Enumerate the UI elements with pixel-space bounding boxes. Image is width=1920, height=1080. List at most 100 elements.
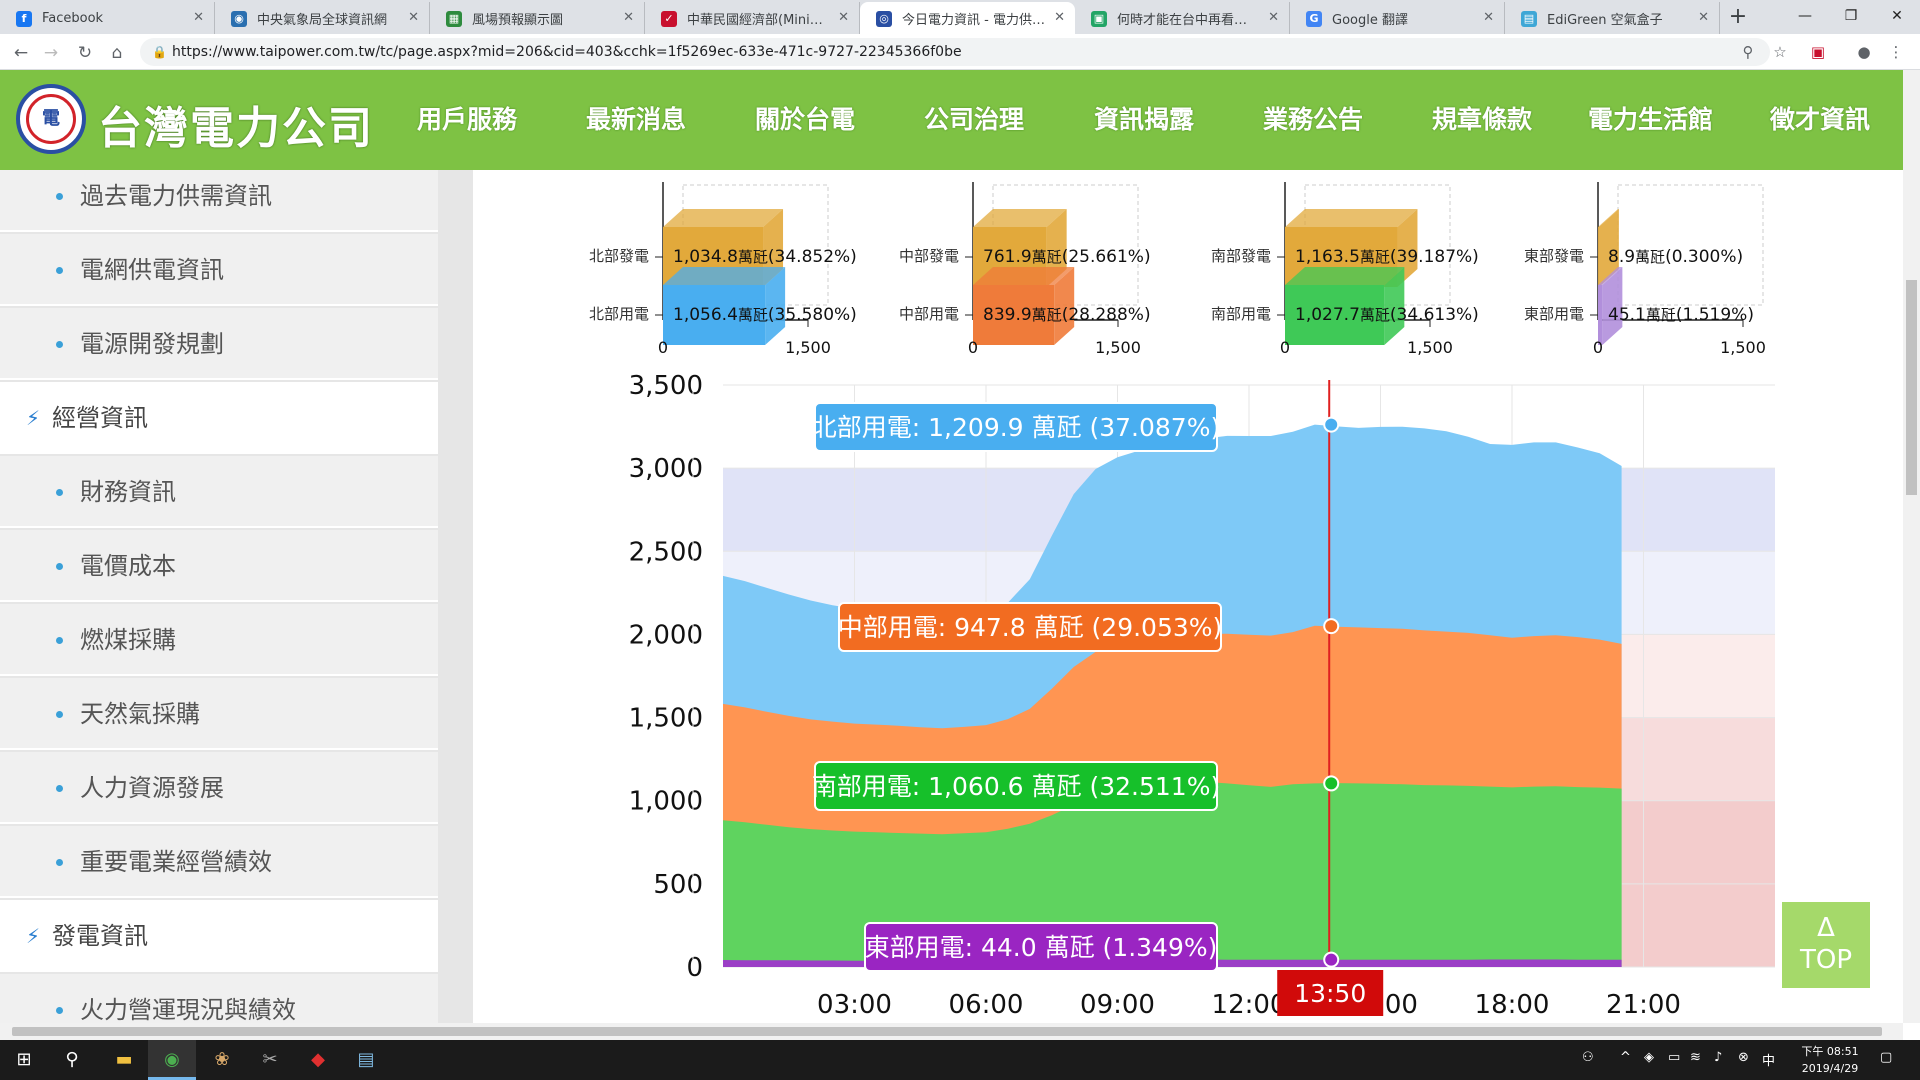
nav-item[interactable]: 業務公告: [1263, 105, 1364, 134]
bar-side: [1384, 267, 1405, 345]
nav-item[interactable]: 電力生活館: [1588, 105, 1714, 134]
nav-item[interactable]: 公司治理: [924, 105, 1025, 134]
sheet-icon: ▣: [1091, 11, 1107, 27]
bar-unit: 萬瓩: [738, 248, 768, 266]
browser-tab[interactable]: ◉ 中央氣象局全球資訊網 ✕: [215, 2, 430, 34]
browser-tab[interactable]: ▤ EdiGreen 空氣盒子 ✕: [1505, 2, 1720, 34]
app-icon-snipping[interactable]: ✂: [262, 1049, 278, 1070]
browser-tab[interactable]: ▦ 風場預報顯示圖 ✕: [430, 2, 645, 34]
browser-tab[interactable]: G Google 翻譯 ✕: [1290, 2, 1505, 34]
bar-tick-label: 1,500: [785, 338, 831, 357]
horizontal-scrollbar[interactable]: [0, 1023, 1903, 1040]
people-icon[interactable]: ⚇: [1582, 1050, 1594, 1065]
bar-value: 1,163.5: [1295, 247, 1360, 267]
nav-item[interactable]: 最新消息: [586, 105, 687, 134]
menu-icon[interactable]: ⋮: [1888, 43, 1904, 61]
horizontal-scroll-thumb[interactable]: [12, 1027, 1882, 1036]
cursor-time-box: [1277, 970, 1384, 1016]
sidebar-item[interactable]: 人力資源發展: [0, 752, 438, 824]
windows-start-icon[interactable]: ⊞: [16, 1049, 32, 1070]
nav-item[interactable]: 規章條款: [1432, 105, 1533, 134]
nav-item[interactable]: 用戶服務: [417, 105, 518, 134]
tray-x-icon[interactable]: ⊗: [1738, 1050, 1749, 1065]
tooltip-label: 中部用電: 947.8 萬瓩 (29.053%): [838, 613, 1223, 642]
browser-tab[interactable]: f Facebook ✕: [0, 2, 215, 34]
nav-item[interactable]: 資訊揭露: [1094, 105, 1195, 134]
reload-icon[interactable]: ↻: [77, 43, 93, 63]
zoom-icon[interactable]: ⚲: [1742, 43, 1754, 61]
tooltip-box: [814, 402, 1218, 452]
tray-shield-icon[interactable]: ◈: [1644, 1050, 1654, 1065]
sidebar-item[interactable]: 燃煤採購: [0, 604, 438, 676]
profile-icon[interactable]: ●: [1857, 43, 1871, 61]
sidebar-group[interactable]: ⚡ 發電資訊: [0, 900, 438, 972]
sidebar-item[interactable]: 財務資訊: [0, 456, 438, 528]
bar-category-label: 北部用電: [589, 305, 649, 323]
region-bar-group: 中部發電 761.9萬瓩(25.661%)中部用電 839.9萬瓩(28.288%)…: [899, 182, 1151, 357]
sidebar-item-label: 重要電業經營績效: [80, 848, 272, 876]
bar-percent: (39.187%): [1390, 247, 1479, 267]
app-icon-bunny[interactable]: ❀: [214, 1049, 230, 1070]
browser-tab[interactable]: ▣ 何時才能在台中再看到這樣 ✕: [1075, 2, 1290, 34]
back-icon[interactable]: ←: [13, 43, 29, 63]
clock[interactable]: 下午 08:51 2019/4/29: [1790, 1043, 1870, 1077]
ime-icon[interactable]: 中: [1762, 1054, 1776, 1069]
app-icon-red[interactable]: ◆: [311, 1049, 325, 1070]
minimize-button[interactable]: —: [1798, 8, 1812, 24]
sidebar-item[interactable]: 電價成本: [0, 530, 438, 602]
sidebar-item[interactable]: 電網供電資訊: [0, 234, 438, 306]
vertical-scrollbar[interactable]: [1903, 70, 1920, 1023]
vertical-scroll-thumb[interactable]: [1906, 280, 1917, 495]
tray-volume-icon[interactable]: ♪: [1714, 1050, 1723, 1065]
bar-data-label: 761.9萬瓩(25.661%): [983, 247, 1151, 267]
bar-tick-label: 0: [1593, 338, 1603, 357]
nav-item[interactable]: 徵才資訊: [1770, 105, 1871, 134]
tray-network-icon[interactable]: ▭: [1668, 1050, 1681, 1065]
new-tab-button[interactable]: +: [1728, 4, 1748, 29]
bar-tick-label: 1,500: [1407, 338, 1453, 357]
tray-wifi-icon[interactable]: ≋: [1690, 1050, 1701, 1065]
taipower-logo[interactable]: 電: [16, 84, 86, 154]
tab-close-icon[interactable]: ✕: [1268, 10, 1279, 25]
tab-close-icon[interactable]: ✕: [193, 10, 204, 25]
sidebar-group[interactable]: ⚡ 經營資訊: [0, 382, 438, 454]
tab-close-icon[interactable]: ✕: [1483, 10, 1494, 25]
tab-close-icon[interactable]: ✕: [1054, 10, 1065, 25]
close-window-button[interactable]: ✕: [1891, 8, 1903, 24]
sidebar-item[interactable]: 過去電力供需資訊: [0, 170, 438, 232]
tab-close-icon[interactable]: ✕: [623, 10, 634, 25]
search-icon[interactable]: ⚲: [65, 1049, 79, 1070]
sidebar-item[interactable]: 火力營運現況與績效: [0, 974, 438, 1023]
tab-close-icon[interactable]: ✕: [838, 10, 849, 25]
back-to-top-button[interactable]: Δ TOP: [1782, 902, 1870, 988]
sidebar-item[interactable]: 天然氣採購: [0, 678, 438, 750]
home-icon[interactable]: ⌂: [111, 43, 123, 63]
sidebar-item[interactable]: 重要電業經營績效: [0, 826, 438, 898]
tooltip-label: 東部用電: 44.0 萬瓩 (1.349%): [865, 933, 1218, 962]
bar-unit: 萬瓩: [1360, 248, 1390, 266]
clock-time: 下午 08:51: [1801, 1045, 1859, 1058]
address-bar[interactable]: 🔒 https://www.taipower.com.tw/tc/page.as…: [140, 38, 1770, 66]
bookmark-star-icon[interactable]: ☆: [1773, 43, 1787, 61]
file-explorer-icon[interactable]: ▬: [115, 1049, 133, 1070]
nav-item[interactable]: 關於台電: [755, 105, 856, 134]
browser-tab-strip: f Facebook ✕ ◉ 中央氣象局全球資訊網 ✕ ▦ 風場預報顯示圖 ✕ ✓ 中華民國經濟部(…: [0, 0, 1920, 34]
bar-percent: (25.661%): [1062, 247, 1151, 267]
maximize-button[interactable]: ❐: [1844, 8, 1858, 24]
logo-mark: 電: [26, 94, 76, 144]
notification-icon[interactable]: ▢: [1880, 1050, 1893, 1065]
bar-percent: (0.300%): [1665, 247, 1743, 267]
sidebar-item[interactable]: 電源開發規劃: [0, 308, 438, 380]
tray-chevron-icon[interactable]: ^: [1620, 1050, 1631, 1065]
browser-tab[interactable]: ◎ 今日電力資訊 - 電力供需資 ✕: [860, 2, 1075, 34]
browser-tab[interactable]: ✓ 中華民國經濟部(Ministry o ✕: [645, 2, 860, 34]
tab-close-icon[interactable]: ✕: [408, 10, 419, 25]
up-arrow-icon: Δ: [1817, 913, 1835, 943]
extension-icon[interactable]: ▣: [1810, 43, 1826, 61]
lock-icon: 🔒: [152, 45, 167, 59]
chrome-icon[interactable]: ◉: [148, 1040, 196, 1080]
site-brand[interactable]: 台灣電力公司: [98, 103, 374, 154]
app-icon-notepad[interactable]: ▤: [357, 1049, 375, 1070]
tab-close-icon[interactable]: ✕: [1698, 10, 1709, 25]
forward-icon[interactable]: →: [43, 43, 59, 63]
